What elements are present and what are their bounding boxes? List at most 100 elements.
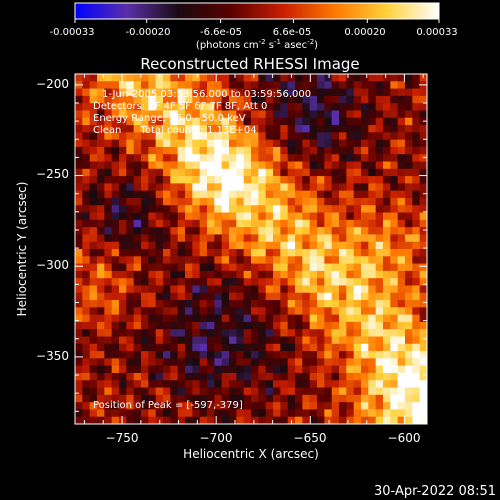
heatmap-cell (265, 329, 274, 337)
heatmap-cell (295, 307, 303, 316)
heatmap-cell (265, 249, 274, 257)
heatmap-cell (251, 387, 259, 396)
heatmap-cell (214, 125, 223, 133)
heatmap-cell (155, 336, 164, 345)
heatmap-cell (229, 205, 237, 213)
heatmap-cell (302, 154, 311, 162)
heatmap-cell (126, 234, 135, 243)
heatmap-cell (126, 190, 135, 199)
heatmap-cell (280, 307, 289, 316)
heatmap-cell (280, 205, 289, 213)
heatmap-cell (133, 387, 142, 396)
heatmap-cell (126, 365, 135, 374)
heatmap-cell (287, 168, 296, 177)
heatmap-cell (155, 125, 164, 133)
heatmap-cell (324, 343, 333, 352)
heatmap-cell (104, 103, 113, 111)
heatmap-cell (75, 351, 83, 359)
heatmap-cell (229, 176, 237, 184)
heatmap-cell (185, 336, 193, 345)
heatmap-cell (170, 307, 179, 316)
heatmap-cell (295, 285, 303, 294)
heatmap-cell (229, 212, 237, 221)
heatmap-cell (243, 307, 252, 316)
heatmap-cell (361, 292, 369, 301)
heatmap-cell (214, 81, 223, 89)
heatmap-cell (214, 154, 223, 162)
heatmap-cell (361, 88, 369, 97)
heatmap-cell (412, 416, 421, 425)
heatmap-cell (192, 343, 201, 352)
heatmap-cell (97, 103, 105, 111)
heatmap-cell (265, 343, 274, 352)
heatmap-cell (170, 263, 179, 272)
heatmap-cell (361, 183, 369, 192)
heatmap-cell (361, 146, 369, 155)
heatmap-cell (353, 314, 362, 323)
heatmap-cell (368, 263, 377, 272)
heatmap-cell (397, 307, 406, 316)
heatmap-cell (97, 117, 105, 126)
heatmap-cell (163, 402, 171, 410)
heatmap-cell (214, 146, 223, 155)
heatmap-cell (97, 139, 105, 148)
heatmap-cell (324, 365, 333, 374)
heatmap-cell (405, 351, 413, 359)
heatmap-cell (251, 314, 259, 323)
heatmap-cell (375, 372, 384, 381)
heatmap-cell (89, 278, 98, 286)
heatmap-cell (258, 132, 267, 141)
heatmap-cell (405, 343, 413, 352)
heatmap-cell (236, 372, 245, 381)
heatmap-cell (207, 241, 215, 250)
heatmap-cell (221, 358, 230, 367)
heatmap-cell (368, 394, 377, 403)
heatmap-cell (104, 249, 113, 257)
heatmap-cell (324, 125, 333, 133)
heatmap-cell (214, 321, 223, 330)
heatmap-cell (104, 168, 113, 177)
heatmap-cell (236, 278, 245, 286)
heatmap-cell (221, 256, 230, 264)
heatmap-cell (309, 300, 318, 308)
heatmap-cell (346, 300, 355, 308)
heatmap-cell (375, 176, 384, 184)
heatmap-cell (141, 387, 149, 396)
heatmap-cell (141, 146, 149, 155)
heatmap-cell (185, 241, 193, 250)
heatmap-cell (75, 307, 83, 316)
heatmap-cell (309, 205, 318, 213)
heatmap-cell (170, 132, 179, 141)
heatmap-cell (82, 314, 91, 323)
heatmap-cell (126, 416, 135, 425)
heatmap-cell (361, 227, 369, 235)
heatmap-cell (221, 190, 230, 199)
heatmap-cell (419, 190, 428, 199)
heatmap-cell (339, 263, 347, 272)
heatmap-cell (177, 146, 186, 155)
heatmap-cell (324, 183, 333, 192)
heatmap-cell (133, 205, 142, 213)
heatmap-cell (390, 139, 399, 148)
heatmap-cell (397, 227, 406, 235)
heatmap-cell (390, 190, 399, 199)
heatmap-cell (163, 95, 171, 104)
heatmap-cell (251, 110, 259, 119)
heatmap-cell (361, 190, 369, 199)
heatmap-cell (331, 270, 340, 279)
heatmap-cell (192, 183, 201, 192)
heatmap-cell (273, 314, 281, 323)
heatmap-cell (199, 249, 208, 257)
heatmap-cell (368, 205, 377, 213)
y-tick-label: −250 (36, 167, 69, 181)
heatmap-cell (383, 307, 391, 316)
heatmap-cell (375, 351, 384, 359)
heatmap-cell (97, 321, 105, 330)
heatmap-cell (375, 358, 384, 367)
heatmap-cell (236, 168, 245, 177)
heatmap-cell (280, 103, 289, 111)
heatmap-cell (75, 380, 83, 388)
heatmap-cell (405, 249, 413, 257)
heatmap-cell (126, 183, 135, 192)
heatmap-cell (133, 394, 142, 403)
